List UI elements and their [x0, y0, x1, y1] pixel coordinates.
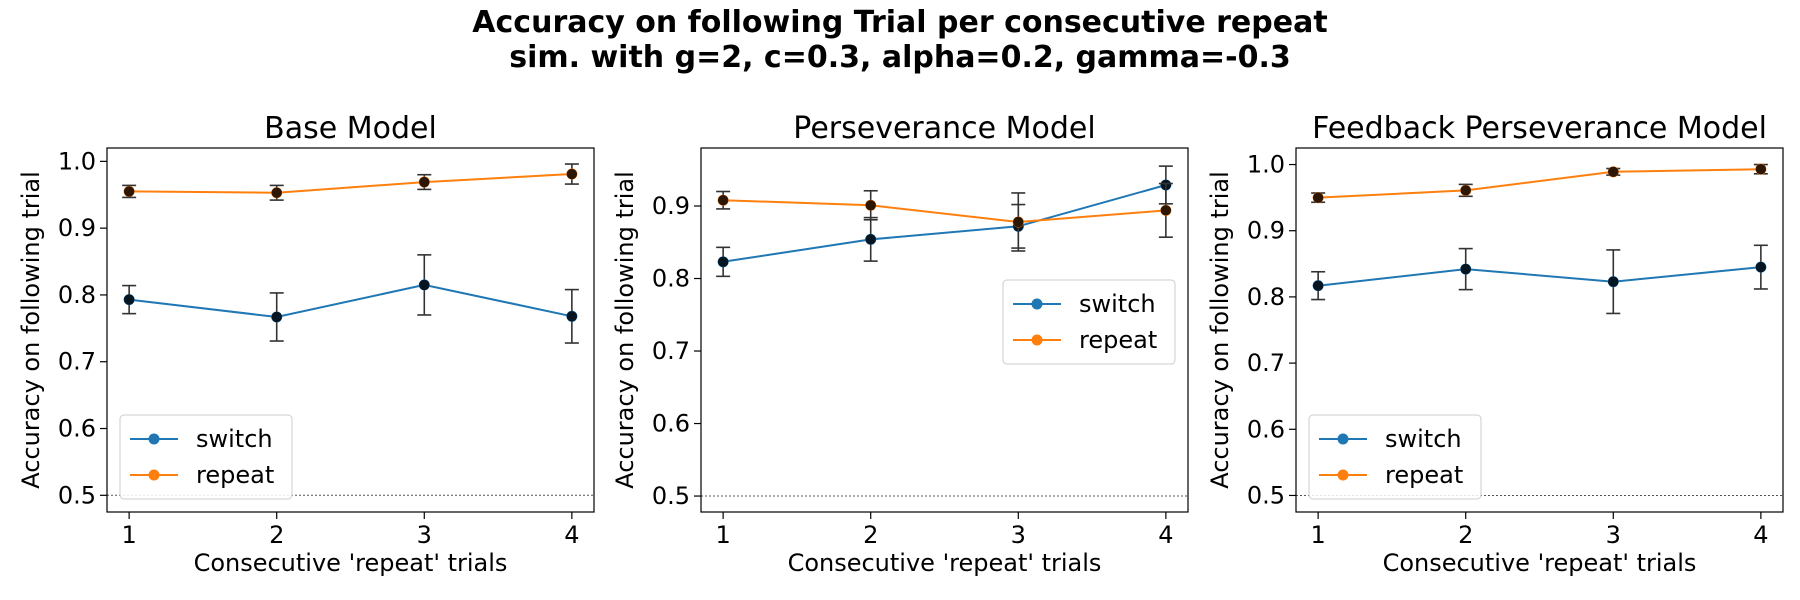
- series-line-repeat: [129, 173, 572, 194]
- y-tick-label: 0.9: [652, 192, 690, 220]
- x-tick-label: 4: [564, 521, 579, 549]
- legend: switch repeat: [1308, 414, 1482, 500]
- y-tick-label: 1.0: [58, 147, 96, 175]
- legend-marker-repeat: [148, 469, 160, 481]
- y-tick-label: 0.9: [58, 214, 96, 242]
- data-point-overlay: [865, 234, 876, 245]
- data-point-overlay: [1312, 192, 1324, 203]
- x-tick-label: 2: [1458, 521, 1473, 549]
- x-tick-label: 4: [1158, 521, 1173, 549]
- y-tick-label: 0.8: [652, 265, 690, 293]
- data-point-overlay: [1312, 280, 1324, 291]
- data-point-overlay: [123, 294, 135, 305]
- data-point-overlay: [1608, 276, 1619, 287]
- y-tick-label: 0.7: [1247, 349, 1285, 377]
- y-tick-label: 0.9: [1247, 217, 1285, 245]
- data-point-overlay: [1460, 185, 1471, 196]
- legend-box: [1308, 414, 1482, 500]
- data-point-overlay: [566, 311, 578, 322]
- legend-label-switch: switch: [196, 425, 273, 453]
- y-tick-label: 0.6: [1247, 415, 1285, 443]
- x-tick-label: 2: [863, 521, 878, 549]
- data-point-overlay: [123, 186, 135, 197]
- legend-label-switch: switch: [1079, 290, 1156, 318]
- chart-panel-2: 1 2 3 4 0.5 0.6 0.7 0.8 0.9 Perseverance Model Con…: [611, 111, 1189, 577]
- data-point-overlay: [1160, 205, 1172, 216]
- y-axis-label: Accuracy on following trial: [1206, 171, 1234, 489]
- data-point-overlay: [271, 187, 282, 198]
- x-tick-label: 3: [1011, 521, 1026, 549]
- chart-panel-1: 1 2 3 4 0.5 0.6 0.7 0.8 0.9 1.0 Base Model Consecut…: [17, 111, 595, 577]
- legend-marker-switch: [148, 433, 160, 445]
- legend-marker-repeat: [1031, 334, 1043, 346]
- panel-title: Perseverance Model: [793, 111, 1095, 146]
- x-tick-label: 1: [121, 521, 136, 549]
- series-line-switch: [128, 283, 573, 319]
- x-tick-label: 2: [269, 521, 284, 549]
- data-point-overlay: [717, 256, 729, 268]
- data-point-overlay: [419, 176, 430, 188]
- legend-marker-switch: [1031, 298, 1043, 310]
- y-tick-label: 0.6: [58, 415, 96, 443]
- legend-box: [1002, 279, 1176, 365]
- x-tick-label: 3: [1606, 521, 1621, 549]
- x-axis-label: Consecutive 'repeat' trials: [1383, 549, 1697, 577]
- x-axis-label: Consecutive 'repeat' trials: [788, 549, 1102, 577]
- legend-label-switch: switch: [1385, 425, 1462, 453]
- axes-frame: [700, 147, 1189, 513]
- data-point-overlay: [566, 168, 578, 180]
- y-tick-label: 0.5: [58, 481, 96, 509]
- legend-label-repeat: repeat: [196, 461, 274, 489]
- x-tick-label: 4: [1753, 521, 1768, 549]
- y-tick-label: 0.6: [652, 410, 690, 438]
- data-point-overlay: [1755, 261, 1767, 273]
- data-point-overlay: [419, 279, 430, 291]
- x-tick-label: 3: [417, 521, 432, 549]
- y-axis-label: Accuracy on following trial: [17, 171, 45, 489]
- legend: switch repeat: [119, 414, 293, 500]
- data-point-overlay: [1013, 216, 1024, 228]
- data-point-overlay: [1755, 163, 1767, 175]
- figure-title-line-1: Accuracy on following Trial per consecut…: [472, 5, 1328, 40]
- y-tick-label: 0.8: [1247, 283, 1285, 311]
- legend-label-repeat: repeat: [1079, 326, 1157, 354]
- series-line-repeat: [723, 199, 1166, 224]
- axes-frame: [106, 147, 595, 513]
- y-tick-label: 0.5: [652, 482, 690, 510]
- series-line-repeat: [1318, 168, 1761, 199]
- series-line-switch: [1317, 266, 1761, 287]
- data-point-overlay: [271, 311, 282, 323]
- panel-title: Base Model: [264, 111, 437, 146]
- legend-marker-repeat: [1337, 469, 1349, 481]
- data-point-overlay: [717, 195, 729, 206]
- legend-box: [119, 414, 293, 500]
- y-tick-label: 0.8: [58, 281, 96, 309]
- y-axis-label: Accuracy on following trial: [611, 171, 639, 489]
- series-line-switch: [722, 184, 1167, 263]
- y-tick-label: 0.5: [1247, 481, 1285, 509]
- y-tick-label: 1.0: [1247, 151, 1285, 179]
- x-tick-label: 1: [1310, 521, 1325, 549]
- y-tick-label: 0.7: [58, 348, 96, 376]
- data-point-overlay: [865, 200, 876, 211]
- panel-title: Feedback Perseverance Model: [1312, 111, 1767, 146]
- legend-marker-switch: [1337, 433, 1349, 445]
- axes-frame: [1295, 147, 1784, 513]
- y-tick-label: 0.7: [652, 337, 690, 365]
- x-tick-label: 1: [715, 521, 730, 549]
- x-axis-label: Consecutive 'repeat' trials: [194, 549, 508, 577]
- figure-title-line-2: sim. with g=2, c=0.3, alpha=0.2, gamma=-…: [509, 40, 1291, 75]
- data-point-overlay: [1608, 166, 1619, 178]
- chart-panel-3: 1 2 3 4 0.5 0.6 0.7 0.8 0.9 1.0 Feedback Persevera…: [1206, 111, 1784, 577]
- data-point-overlay: [1460, 263, 1471, 275]
- legend: switch repeat: [1002, 279, 1176, 365]
- legend-label-repeat: repeat: [1385, 461, 1463, 489]
